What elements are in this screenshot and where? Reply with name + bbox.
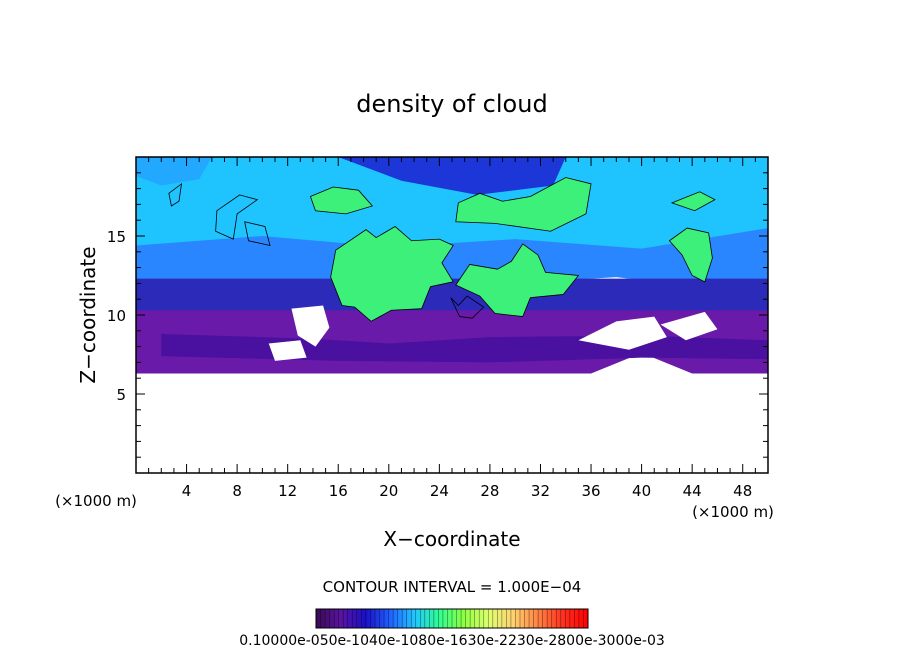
cloud-core (671, 191, 715, 211)
cloud-core (310, 187, 373, 214)
x-tick-label: 16 (329, 482, 348, 500)
contour-line (330, 226, 454, 322)
x-unit-label-right: (×1000 m) (692, 503, 774, 521)
x-tick-label: 48 (733, 482, 752, 500)
colorbar-tick-labels: 0.10000e-050e-1040e-1080e-1630e-2230e-28… (239, 633, 665, 649)
y-tick-label: 15 (107, 228, 126, 246)
clear-gap (291, 305, 330, 347)
contour-line (168, 182, 183, 207)
cloud-edge-patch (136, 157, 212, 186)
colorbar-frame (315, 608, 589, 629)
contour-line (244, 221, 271, 247)
contour-line (450, 295, 485, 319)
x-unit-label-left: (×1000 m) (55, 492, 137, 510)
cloud-core (330, 226, 454, 322)
cloud-core (455, 177, 592, 232)
x-tick-label: 20 (379, 482, 398, 500)
cloud-density-field (136, 157, 768, 374)
y-tick-label: 5 (116, 386, 126, 404)
x-tick-label: 8 (232, 482, 242, 500)
contour-lines (168, 177, 716, 322)
contour-line (455, 177, 592, 232)
x-tick-label: 36 (581, 482, 600, 500)
x-tick-label: 32 (531, 482, 550, 500)
colorbar-levels (320, 609, 584, 628)
y-axis-label: Z−coordinate (76, 246, 100, 383)
x-tick-label: 44 (683, 482, 702, 500)
cloud-core (669, 228, 713, 282)
clear-gap (268, 340, 307, 361)
cloud-cyan-band (136, 157, 768, 249)
contour-line (215, 194, 259, 240)
cloud-dark-blue-patch (338, 157, 566, 195)
contour-line (455, 243, 580, 318)
clear-gap (578, 316, 667, 350)
contour-line (309, 186, 374, 215)
chart-title: density of cloud (356, 90, 547, 118)
colorbar: 0.10000e-050e-1040e-1080e-1630e-2230e-28… (239, 608, 665, 649)
contour-line (670, 191, 716, 212)
x-axis-label: X−coordinate (383, 527, 520, 551)
contour-line (668, 227, 713, 283)
x-axis: 4 8 12 16 20 24 28 32 36 40 44 48 (148, 157, 756, 500)
x-tick-label: 12 (278, 482, 297, 500)
x-tick-label: 24 (430, 482, 449, 500)
cloud-core (455, 243, 579, 317)
x-tick-label: 28 (480, 482, 499, 500)
y-tick-label: 10 (107, 307, 126, 325)
x-tick-label: 40 (632, 482, 651, 500)
clear-gap (660, 311, 718, 341)
y-axis: 5 10 15 (107, 172, 768, 458)
contour-interval-text: CONTOUR INTERVAL = 1.000E−04 (323, 578, 582, 596)
x-tick-label: 4 (182, 482, 192, 500)
